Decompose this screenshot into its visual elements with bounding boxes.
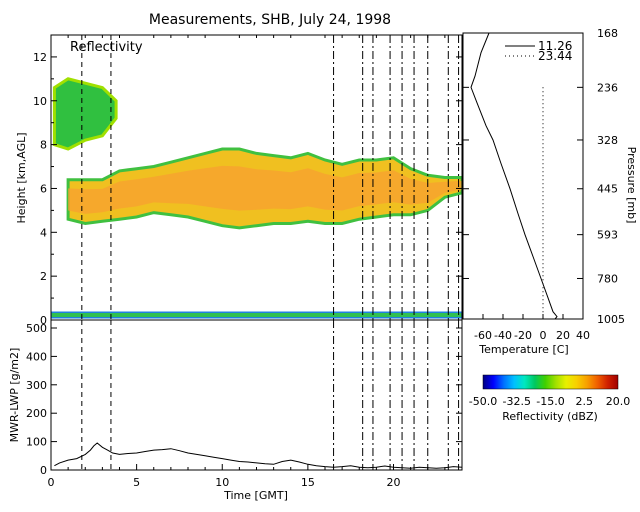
reflectivity-panel: 0 2 4 6 8 10 12 Reflectivity Height [km,AGL] <box>15 34 463 327</box>
lwp-ytick-label: 0 <box>40 464 47 477</box>
temperature-xtick-label: -20 <box>514 329 532 342</box>
lwp-ytick-label: 100 <box>26 436 47 449</box>
lwp-series-line <box>54 442 463 469</box>
reflectivity-ytick-label: 4 <box>40 226 47 239</box>
temperature-xtick-label: -40 <box>494 329 512 342</box>
lwp-ylabel: MWR-LWP [g/m2] <box>8 348 21 443</box>
reflectivity-clouds <box>51 77 462 319</box>
colorbar-tick-label: -50.0 <box>469 395 497 408</box>
reflectivity-ytick-label: 0 <box>40 314 47 327</box>
reflectivity-reference-lines <box>81 35 460 320</box>
pressure-tick-label: 236 <box>597 81 618 94</box>
colorbar-tick-label: 20.0 <box>606 395 631 408</box>
lwp-xlabel: Time [GMT] <box>223 489 288 502</box>
reflectivity-panel-label: Reflectivity <box>70 40 143 55</box>
cloud-layer-upper <box>52 77 118 151</box>
temperature-legend: 11.26 23.44 <box>505 39 572 63</box>
lwp-xtick-label: 20 <box>387 476 401 489</box>
temperature-series-line-1126 <box>470 32 558 320</box>
cloud-core-main <box>68 165 462 214</box>
lwp-ytick-label: 300 <box>26 379 47 392</box>
lwp-xtick-label: 5 <box>133 476 140 489</box>
temperature-xtick-label: 40 <box>576 329 590 342</box>
temperature-xlabel: Temperature [C] <box>478 343 568 356</box>
colorbar-tick-label: 2.5 <box>576 395 594 408</box>
temperature-panel: 168 236 328 445 593 780 1005 -60 -40 -20 0 20 40 11… <box>462 27 638 356</box>
temperature-xtick-label: -60 <box>474 329 492 342</box>
lwp-xtick-label: 15 <box>301 476 315 489</box>
pressure-ylabel: Pressure [mb] <box>625 147 638 224</box>
legend-label-solid: 11.26 <box>538 39 572 53</box>
reflectivity-ylabel: Height [km,AGL] <box>15 132 28 223</box>
reflectivity-ytick-label: 8 <box>40 139 47 152</box>
colorbar-tick-label: -15.0 <box>536 395 564 408</box>
pressure-tick-label: 168 <box>597 27 618 40</box>
figure-title: Measurements, SHB, July 24, 1998 <box>149 12 391 28</box>
reflectivity-ytick-label: 2 <box>40 270 47 283</box>
colorbar-label: Reflectivity (dBZ) <box>502 410 598 423</box>
lwp-ytick-label: 400 <box>26 350 47 363</box>
lwp-ytick-label: 500 <box>26 322 47 335</box>
pressure-tick-label: 780 <box>597 272 618 285</box>
pressure-tick-label: 593 <box>597 229 618 242</box>
lwp-frame <box>50 319 463 471</box>
reflectivity-ytick-label: 10 <box>33 95 47 108</box>
temperature-xtick-label: 0 <box>540 329 547 342</box>
reflectivity-ytick-label: 6 <box>40 182 47 195</box>
lwp-reference-lines <box>81 320 460 470</box>
legend-label-dotted: 23.44 <box>538 49 572 63</box>
temperature-frame <box>462 32 584 320</box>
lwp-xtick-label: 0 <box>48 476 55 489</box>
reflectivity-colorbar: -50.0 -32.5 -15.0 2.5 20.0 Reflectivity (dBZ… <box>469 374 631 423</box>
cloud-layer-surface <box>51 311 462 319</box>
colorbar-ramp <box>482 374 619 390</box>
reflectivity-ytick-label: 12 <box>33 51 47 64</box>
pressure-tick-label: 1005 <box>597 313 625 326</box>
pressure-tick-label: 445 <box>597 183 618 196</box>
lwp-ytick-label: 200 <box>26 407 47 420</box>
colorbar-tick-label: -32.5 <box>503 395 531 408</box>
lwp-xtick-label: 10 <box>215 476 229 489</box>
temperature-xtick-label: 20 <box>556 329 570 342</box>
pressure-tick-label: 328 <box>597 134 618 147</box>
